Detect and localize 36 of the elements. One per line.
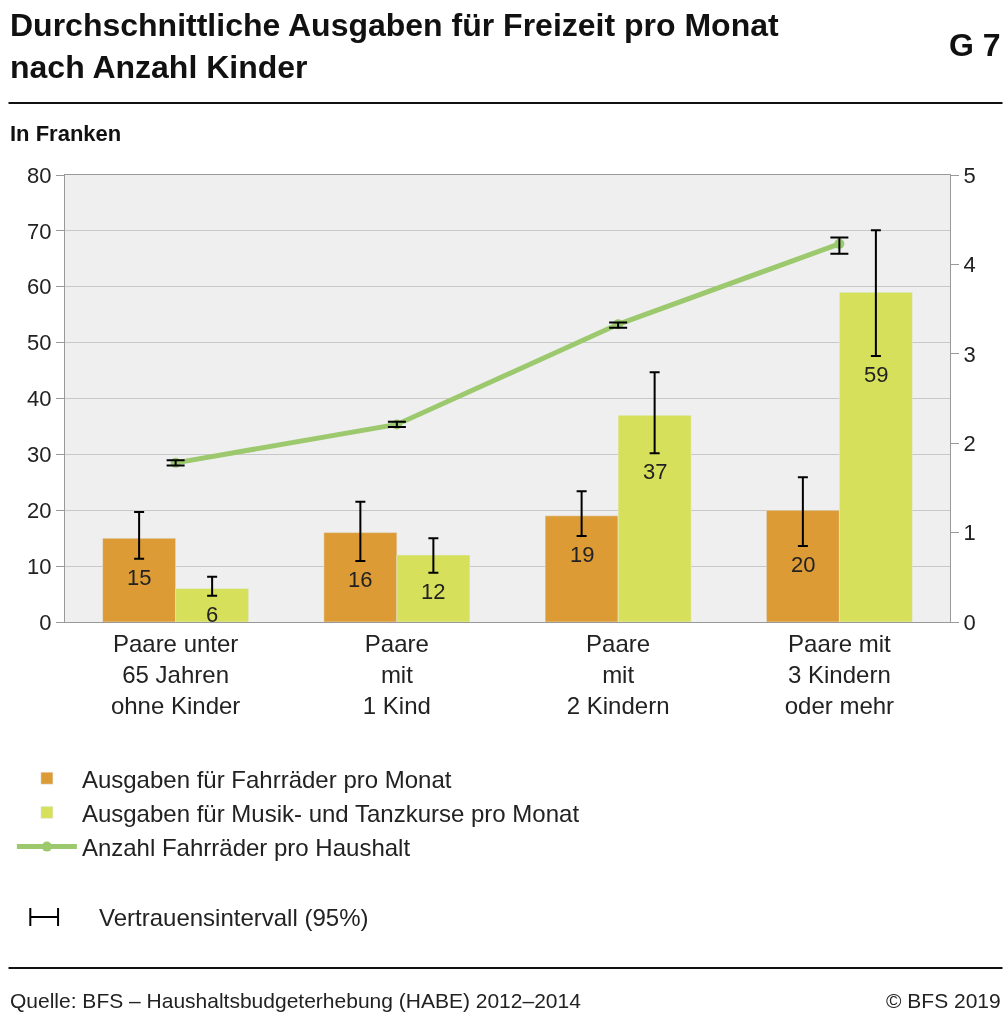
- text: G 7: [949, 27, 1001, 63]
- y2-tick-label: 3: [963, 341, 976, 367]
- y-tick-label: 80: [27, 162, 52, 188]
- chart-title: Durchschnittliche Ausgaben für Freizeit pro Monat nach Anzahl Kinder: [10, 7, 779, 85]
- y-tick-label: 50: [27, 330, 52, 356]
- x-tick-label: Paare mit 3 Kindern oder mehr: [784, 629, 895, 720]
- chart-subtitle: In Franken: [10, 121, 122, 146]
- legend-label: Ausgaben für Fahrräder pro Monat: [81, 765, 452, 793]
- x-tick-label: Paare unter 65 Jahren ohne Kinder: [110, 629, 241, 720]
- text: © BFS 2019: [886, 989, 1001, 1012]
- y2-tick-label: 2: [963, 430, 976, 456]
- y2-tick-label: 4: [963, 252, 976, 278]
- y2-tick-label: 0: [963, 609, 976, 635]
- y-tick-label: 40: [27, 386, 52, 412]
- y-tick-label: 0: [39, 609, 52, 635]
- legend-label: Ausgaben für Musik- und Tanzkurse pro Monat: [81, 799, 580, 827]
- data-label: 19: [570, 542, 595, 567]
- data-label: 16: [348, 567, 373, 592]
- y-tick-label: 20: [27, 497, 52, 523]
- data-label: 20: [791, 552, 816, 577]
- y2-tick-label: 1: [963, 520, 976, 546]
- y-tick-label: 60: [27, 274, 52, 300]
- legend-label: Anzahl Fahrräder pro Haushalt: [81, 833, 411, 861]
- data-label: 15: [127, 565, 152, 590]
- y2-tick-label: 5: [963, 162, 976, 188]
- source-note: Quelle: BFS – Haushaltsbudgeterhebung (HABE) 2012–2014: [10, 989, 582, 1012]
- data-label: 12: [421, 579, 446, 604]
- y-tick-label: 30: [27, 442, 52, 468]
- data-label: 59: [864, 362, 889, 387]
- text: Vertrauensintervall (95%): [99, 904, 369, 931]
- y-tick-label: 70: [27, 218, 52, 244]
- x-tick-label: Paare mit 1 Kind: [362, 629, 431, 720]
- x-tick-label: Paare mit 2 Kindern: [566, 629, 670, 720]
- data-label: 37: [643, 459, 668, 484]
- data-label: 6: [206, 602, 219, 627]
- y-tick-label: 10: [27, 553, 52, 579]
